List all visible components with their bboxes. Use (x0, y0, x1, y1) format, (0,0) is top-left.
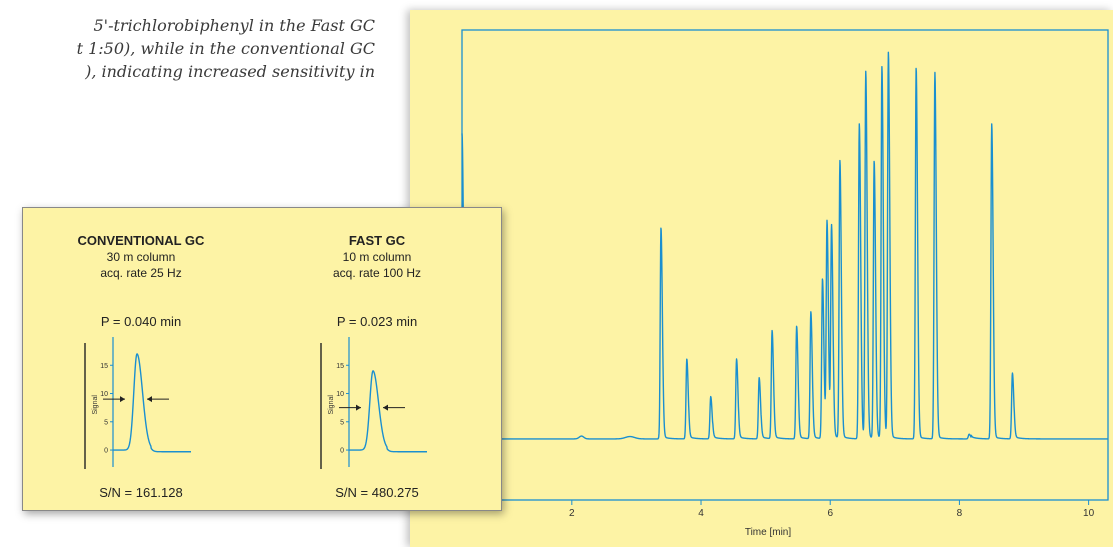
x-axis-ticks: 2 4 6 8 10 (569, 500, 1095, 519)
fast-title: FAST GC (349, 233, 406, 248)
fast-column: 10 m column (343, 250, 412, 264)
x-tick-label: 2 (569, 508, 575, 519)
conventional-title: CONVENTIONAL GC (78, 233, 205, 248)
right-arrowhead (383, 404, 388, 411)
y-tick-label: 0 (340, 448, 344, 455)
intro-line: ), indicating increased sensitivity in (85, 62, 375, 81)
x-tick-label: 6 (827, 508, 833, 519)
left-arrowhead (120, 396, 125, 403)
y-axis-label: Signal (328, 395, 335, 415)
y-tick-label: 5 (340, 419, 344, 426)
fast-acq-rate: acq. rate 100 Hz (333, 266, 421, 280)
y-tick-label: 10 (100, 391, 108, 398)
conventional-sn-value: S/N = 161.128 (99, 485, 182, 500)
fast-peak-chart: Signal 0 5 10 15 (320, 337, 427, 469)
intro-line: 5'-trichlorobiphenyl in the Fast GC (93, 16, 376, 35)
x-tick-label: 8 (957, 508, 963, 519)
y-tick-label: 10 (336, 391, 344, 398)
intro-text: 5'-trichlorobiphenyl in the Fast GC t 1:… (0, 14, 375, 83)
x-axis-label: Time [min] (745, 527, 792, 538)
y-tick-label: 0 (104, 448, 108, 455)
chromatogram-trace (461, 51, 1109, 440)
x-tick-label: 10 (1083, 508, 1095, 519)
conventional-acq-rate: acq. rate 25 Hz (100, 266, 181, 280)
y-tick-label: 15 (100, 363, 108, 370)
y-tick-label: 15 (336, 363, 344, 370)
peak-trace (349, 370, 427, 453)
fast-gc-block: FAST GC 10 m column acq. rate 100 Hz P =… (320, 233, 427, 500)
peak-trace (113, 353, 191, 453)
conventional-peak-chart: Signal 0 5 10 15 (84, 337, 191, 469)
fast-sn-value: S/N = 480.275 (335, 485, 418, 500)
y-tick-label: 5 (104, 419, 108, 426)
x-tick-label: 4 (698, 508, 704, 519)
left-arrowhead (356, 404, 361, 411)
fast-p-value: P = 0.023 min (337, 314, 417, 329)
conventional-gc-block: CONVENTIONAL GC 30 m column acq. rate 25… (78, 233, 205, 500)
y-axis-label: Signal (92, 395, 99, 415)
comparison-box: CONVENTIONAL GC 30 m column acq. rate 25… (22, 207, 502, 511)
conventional-p-value: P = 0.040 min (101, 314, 181, 329)
right-arrowhead (147, 396, 152, 403)
conventional-column: 30 m column (107, 250, 176, 264)
intro-line: t 1:50), while in the conventional GC (76, 39, 375, 58)
